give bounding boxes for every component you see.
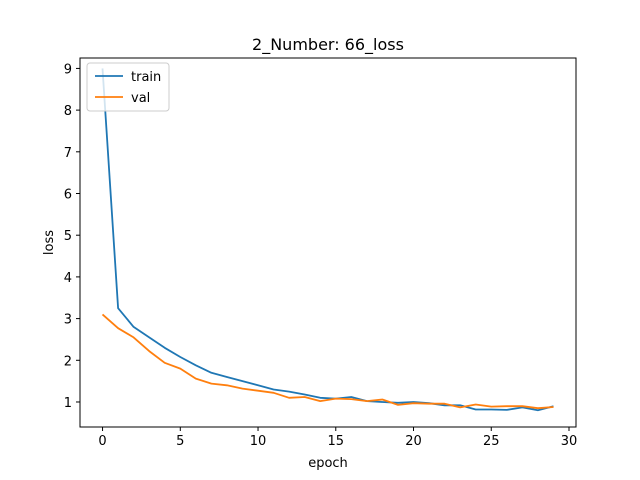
y-axis-ticks: 1 2 3 4 5 6 7 8 9 (64, 62, 80, 411)
y-tick-label: 5 (64, 229, 72, 244)
legend-label-train: train (131, 70, 161, 85)
y-tick-label: 3 (64, 313, 72, 328)
y-tick-label: 4 (64, 271, 72, 286)
plot-border (79, 57, 577, 428)
series-line-val (101, 313, 554, 410)
x-tick-label: 30 (561, 434, 578, 449)
legend: train val (86, 62, 170, 112)
x-axis-ticks: 0 5 10 15 20 25 30 (98, 427, 577, 449)
chart-title: 2_Number: 66_loss (252, 35, 404, 55)
legend-label-val: val (131, 91, 150, 106)
y-tick-label: 9 (64, 62, 72, 77)
y-tick-label: 2 (64, 354, 72, 369)
series-layer (101, 68, 554, 412)
x-tick-label: 10 (250, 434, 267, 449)
series-line-train (101, 68, 554, 412)
x-axis-label: epoch (308, 456, 348, 471)
x-tick-label: 25 (483, 434, 500, 449)
y-tick-label: 7 (64, 146, 72, 161)
legend-box (86, 62, 170, 112)
y-tick-label: 6 (64, 188, 72, 203)
y-tick-label: 1 (64, 396, 72, 411)
x-tick-label: 20 (405, 434, 422, 449)
plot-frame (79, 57, 577, 428)
x-tick-label: 5 (176, 434, 184, 449)
y-tick-label: 8 (64, 104, 72, 119)
x-tick-label: 15 (328, 434, 345, 449)
y-axis-label: loss (42, 230, 57, 255)
x-tick-label: 0 (98, 434, 106, 449)
